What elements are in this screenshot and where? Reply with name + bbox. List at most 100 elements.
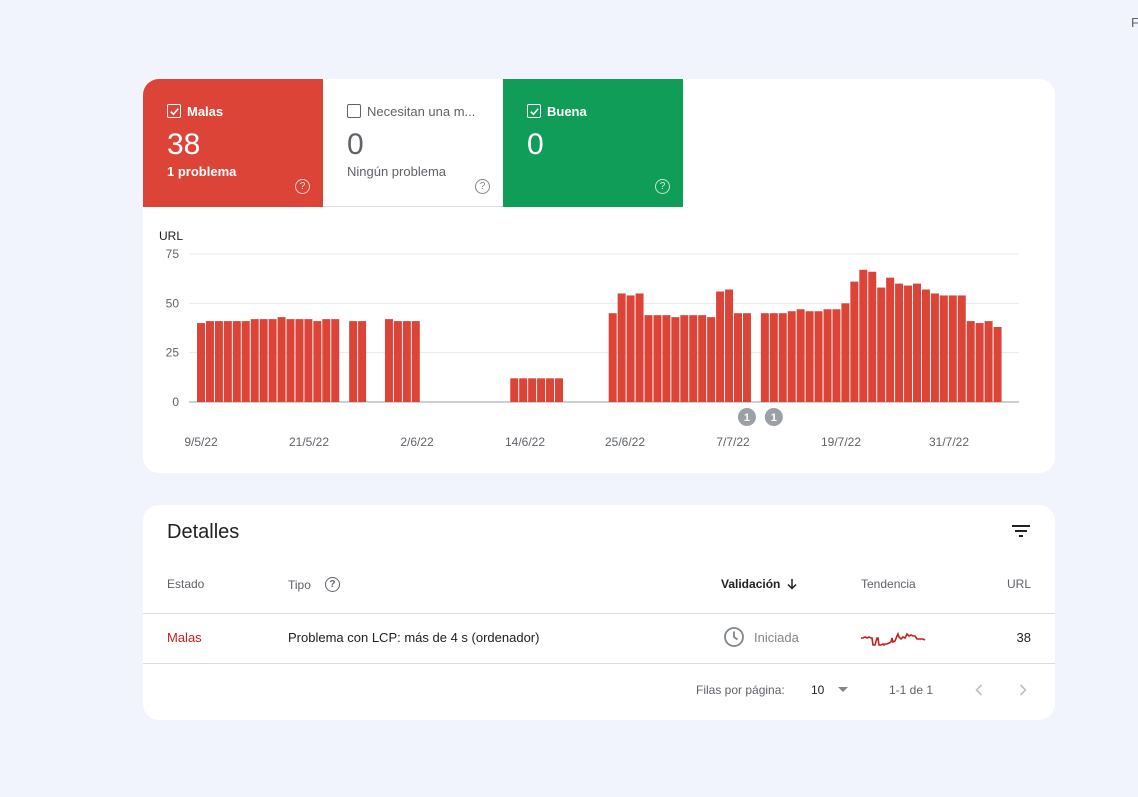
annotation-label: 1 bbox=[771, 412, 777, 424]
chart-bar bbox=[814, 311, 823, 402]
chart-bar bbox=[760, 313, 769, 402]
row-status: Malas bbox=[167, 630, 202, 645]
chart-bar bbox=[617, 293, 626, 402]
chart-bar bbox=[868, 271, 877, 402]
chart-bar bbox=[680, 315, 689, 402]
chart-bar bbox=[519, 378, 528, 402]
chart-bar bbox=[393, 321, 402, 402]
chart-bar bbox=[796, 309, 805, 402]
chart-bar bbox=[921, 289, 930, 402]
chart-bar bbox=[725, 289, 734, 402]
chart-bar bbox=[939, 295, 948, 402]
filter-icon[interactable] bbox=[1009, 519, 1033, 543]
row-validation-label: Iniciada bbox=[754, 629, 799, 645]
chart-bar bbox=[707, 317, 716, 402]
column-header-status[interactable]: Estado bbox=[167, 577, 204, 591]
rows-per-page-label: Filas por página: bbox=[696, 683, 785, 697]
chart-bar bbox=[644, 315, 653, 402]
chart-bar bbox=[349, 321, 358, 402]
chart-bar bbox=[402, 321, 411, 402]
column-header-label: URL bbox=[1006, 577, 1031, 591]
chart-bar bbox=[716, 291, 725, 402]
status-tile-needs-improvement[interactable]: Necesitan una m... 0 Ningún problema ? bbox=[323, 79, 503, 207]
chart-bar bbox=[948, 295, 957, 402]
chart-bar bbox=[331, 319, 340, 402]
x-tick-label: 7/7/22 bbox=[716, 435, 750, 449]
column-header-label: Tendencia bbox=[861, 577, 916, 591]
chart-bar bbox=[895, 283, 904, 402]
chart-bar bbox=[214, 321, 223, 402]
tile-count: 0 bbox=[347, 128, 364, 161]
chart-bar bbox=[841, 303, 850, 402]
chart-bar bbox=[259, 319, 268, 402]
chart-bar bbox=[984, 321, 993, 402]
chart-bar bbox=[635, 293, 644, 402]
chart-bar bbox=[223, 321, 232, 402]
chart-bar bbox=[823, 309, 832, 402]
annotation-label: 1 bbox=[744, 412, 750, 424]
chart-bar bbox=[608, 313, 617, 402]
table-row[interactable]: Malas Problema con LCP: más de 4 s (orde… bbox=[143, 614, 1055, 663]
chart-bar bbox=[304, 319, 313, 402]
help-icon[interactable]: ? bbox=[324, 577, 340, 592]
chart-bar bbox=[197, 323, 205, 402]
chart-bar bbox=[904, 285, 913, 402]
chart-bar bbox=[384, 319, 393, 402]
chart-bar bbox=[742, 313, 751, 402]
chart-bar bbox=[877, 287, 886, 402]
chevron-right-icon bbox=[1019, 684, 1027, 696]
chart-bar bbox=[850, 281, 859, 402]
x-tick-label: 2/6/22 bbox=[400, 435, 434, 449]
rows-per-page-value: 10 bbox=[811, 683, 825, 697]
url-chart: URL 0 25 50 75 1 1 9/5/22 21/5/22 2/6/22 14/6/22 25… bbox=[143, 207, 1055, 473]
chart-bar bbox=[787, 311, 796, 402]
chart-bar bbox=[358, 321, 367, 402]
checkbox-unchecked-icon[interactable] bbox=[347, 104, 361, 118]
chart-bar bbox=[555, 378, 563, 402]
divider bbox=[143, 663, 1055, 664]
chevron-left-icon bbox=[975, 684, 983, 696]
chart-bar bbox=[232, 321, 241, 402]
tile-label: Malas bbox=[187, 103, 224, 119]
x-tick-label: 31/7/22 bbox=[929, 435, 969, 449]
status-tile-good[interactable]: Buena 0 ? bbox=[503, 79, 683, 207]
checkbox-checked-icon[interactable] bbox=[527, 104, 541, 118]
column-header-trend[interactable]: Tendencia bbox=[861, 577, 916, 591]
chart-bar bbox=[966, 321, 975, 402]
chart-bar bbox=[205, 321, 214, 402]
chart-bar bbox=[832, 309, 841, 402]
column-header-label: Estado bbox=[167, 577, 205, 591]
chart-bar bbox=[913, 283, 921, 402]
chart-bar bbox=[653, 315, 662, 402]
chart-bar bbox=[537, 378, 546, 402]
tile-count: 38 bbox=[167, 128, 201, 161]
trend-sparkline bbox=[861, 631, 926, 647]
summary-card: Malas 38 1 problema ? Necesitan una m...… bbox=[143, 79, 1055, 473]
x-tick-label: 14/6/22 bbox=[505, 435, 545, 449]
chart-bar bbox=[322, 319, 331, 402]
chart-bar bbox=[993, 327, 1002, 402]
y-tick-label: 0 bbox=[172, 395, 179, 409]
annotation-marker bbox=[764, 408, 783, 426]
checkbox-checked-icon[interactable] bbox=[167, 104, 181, 118]
tile-subtitle: Ningún problema bbox=[347, 164, 447, 179]
x-tick-label: 19/7/22 bbox=[821, 435, 861, 449]
row-url-count: 38 bbox=[1016, 630, 1031, 645]
column-header-validation[interactable]: Validación bbox=[721, 577, 798, 591]
help-icon[interactable]: ? bbox=[475, 179, 490, 194]
status-tile-bad[interactable]: Malas 38 1 problema ? bbox=[143, 79, 323, 207]
x-tick-label: 21/5/22 bbox=[289, 435, 329, 449]
help-icon[interactable]: ? bbox=[295, 179, 310, 194]
previous-page-button[interactable] bbox=[969, 680, 989, 700]
chart-bar bbox=[286, 319, 295, 402]
chart-bar bbox=[268, 319, 277, 402]
details-card: Detalles Estado Tipo ? Validación Tenden… bbox=[143, 505, 1055, 720]
chart-bar bbox=[241, 321, 250, 402]
column-header-type[interactable]: Tipo ? bbox=[288, 577, 340, 592]
next-page-button[interactable] bbox=[1013, 680, 1033, 700]
corner-text: F bbox=[1131, 15, 1138, 30]
rows-per-page-select[interactable]: 10 bbox=[811, 683, 849, 697]
column-header-url[interactable]: URL bbox=[1007, 577, 1031, 591]
chart-bar bbox=[662, 315, 671, 402]
help-icon[interactable]: ? bbox=[655, 179, 670, 194]
